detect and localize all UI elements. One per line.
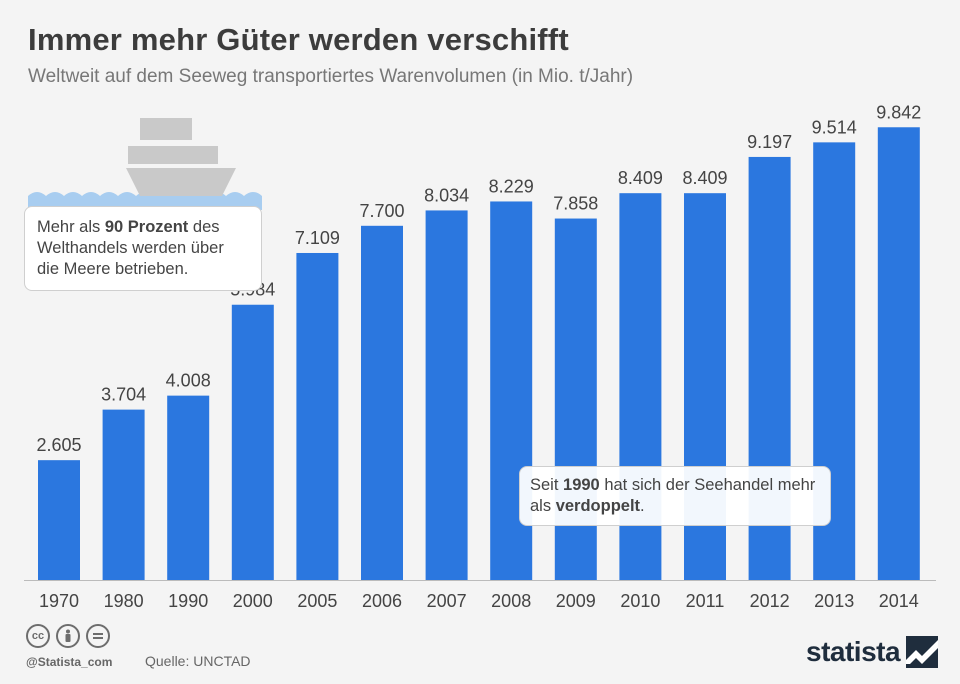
tick-label-1980: 1980	[104, 591, 144, 611]
bar-1970	[38, 460, 80, 580]
tick-label-2000: 2000	[233, 591, 273, 611]
tick-label-2006: 2006	[362, 591, 402, 611]
tick-label-2007: 2007	[427, 591, 467, 611]
statista-logo-icon	[906, 636, 939, 668]
value-label-2010: 8.409	[618, 168, 663, 188]
source-label: Quelle: UNCTAD	[145, 653, 251, 669]
bar-2007	[425, 210, 468, 580]
ship-bridge	[140, 118, 192, 140]
value-label-2009: 7.858	[553, 194, 598, 214]
value-label-1980: 3.704	[101, 385, 146, 405]
value-label-1970: 2.605	[36, 435, 81, 455]
tick-label-2012: 2012	[750, 591, 790, 611]
statista-handle[interactable]: @Statista_com	[26, 655, 113, 669]
by-icon[interactable]	[56, 624, 80, 648]
value-label-2006: 7.700	[359, 201, 404, 221]
statista-logo[interactable]: statista	[806, 636, 939, 668]
value-label-2011: 8.409	[682, 168, 727, 188]
bar-2000	[231, 304, 274, 580]
tick-label-2014: 2014	[879, 591, 919, 611]
ship-containers	[128, 146, 218, 164]
tick-label-2005: 2005	[297, 591, 337, 611]
value-label-2012: 9.197	[747, 132, 792, 152]
ship-annotation: Mehr als 90 Prozent des Welthandels werd…	[24, 206, 262, 291]
bar-1980	[102, 409, 145, 580]
growth-annotation: Seit 1990 hat sich der Seehandel mehr al…	[519, 466, 831, 526]
bar-2014	[877, 127, 920, 580]
value-label-1990: 4.008	[166, 371, 211, 391]
value-label-2008: 8.229	[489, 176, 534, 196]
ship-hull	[126, 168, 236, 196]
cc-icon[interactable]: cc	[26, 624, 50, 648]
value-label-2014: 9.842	[876, 102, 921, 122]
tick-label-2011: 2011	[686, 591, 725, 611]
value-label-2013: 9.514	[812, 117, 857, 137]
bar-2005	[296, 252, 339, 580]
value-label-2005: 7.109	[295, 228, 340, 248]
ship-wave	[28, 192, 262, 210]
tick-label-2008: 2008	[491, 591, 531, 611]
tick-label-1970: 1970	[39, 591, 79, 611]
chart-title: Immer mehr Güter werden verschifft	[28, 22, 569, 57]
tick-label-2009: 2009	[556, 591, 596, 611]
tick-label-2010: 2010	[620, 591, 660, 611]
tick-label-1990: 1990	[168, 591, 208, 611]
chart-subtitle: Weltweit auf dem Seeweg transportiertes …	[28, 66, 634, 87]
bar-2006	[361, 225, 403, 581]
ship-icon	[28, 118, 262, 210]
license-icons: cc	[26, 624, 110, 648]
value-label-2007: 8.034	[424, 185, 469, 205]
nd-icon[interactable]	[86, 624, 110, 648]
bar-1990	[167, 395, 210, 580]
tick-label-2013: 2013	[814, 591, 854, 611]
